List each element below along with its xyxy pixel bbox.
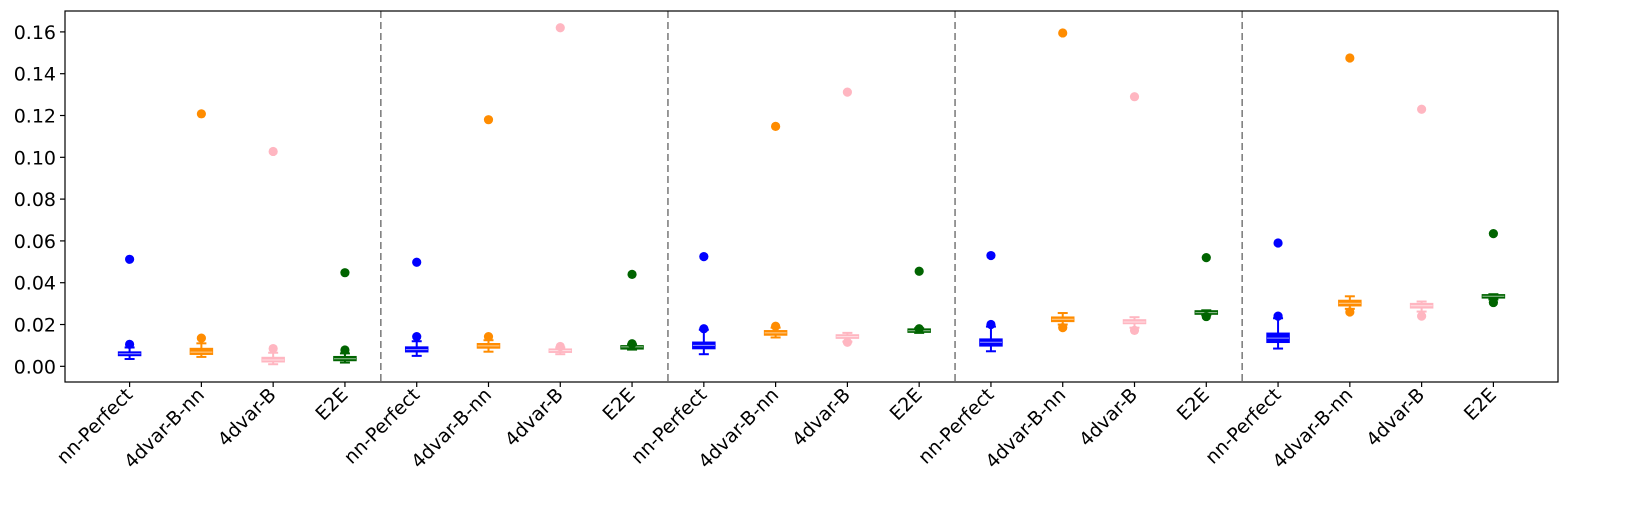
outlier-point bbox=[412, 257, 422, 267]
x-tick-label: 4dvar-B bbox=[214, 384, 281, 451]
outlier-point bbox=[699, 324, 709, 334]
outlier-point bbox=[555, 341, 565, 352]
x-tick-label: E2E bbox=[311, 384, 352, 425]
outlier-point bbox=[1129, 325, 1140, 335]
outlier-point bbox=[1417, 311, 1427, 321]
box-nn-perfect bbox=[692, 251, 716, 356]
x-tick-label: E2E bbox=[1460, 384, 1501, 425]
outlier-point bbox=[627, 339, 637, 349]
outlier-point bbox=[196, 333, 206, 343]
outlier-point bbox=[1129, 92, 1140, 102]
outlier-point bbox=[555, 23, 565, 33]
plot-frame bbox=[64, 10, 1559, 383]
box-nn-perfect bbox=[117, 254, 142, 361]
y-tick-label: 0.00 bbox=[14, 356, 56, 378]
outlier-point bbox=[842, 87, 852, 97]
y-tick-label: 0.12 bbox=[14, 106, 56, 128]
y-tick-label: 0.02 bbox=[14, 315, 56, 337]
x-tick-label: 4dvar-B bbox=[501, 384, 568, 451]
outlier-point bbox=[1058, 28, 1068, 38]
outlier-point bbox=[1417, 104, 1427, 114]
outlier-point bbox=[196, 109, 206, 119]
outlier-point bbox=[914, 266, 924, 276]
outlier-point bbox=[483, 115, 494, 125]
x-tick-label: E2E bbox=[1173, 384, 1214, 425]
box-e2e bbox=[1194, 253, 1219, 322]
outlier-point bbox=[627, 269, 637, 279]
outlier-point bbox=[842, 337, 852, 347]
outlier-point bbox=[986, 319, 996, 330]
box-4dvar-b bbox=[261, 146, 285, 366]
box-4dvar-b bbox=[1122, 92, 1147, 335]
box-body bbox=[189, 347, 214, 355]
x-tick-label: E2E bbox=[598, 384, 639, 425]
outlier-point bbox=[986, 250, 996, 261]
box-nn-perfect bbox=[404, 257, 429, 357]
y-axis-ticks: 0.00 0.02 0.04 0.06 0.08 0.10 0.12 0.14 0.16 bbox=[14, 22, 65, 378]
outlier-point bbox=[412, 332, 422, 342]
box-nn-perfect bbox=[1266, 238, 1290, 350]
outlier-point bbox=[1201, 311, 1211, 322]
outlier-point bbox=[125, 339, 135, 349]
y-tick-label: 0.16 bbox=[14, 22, 56, 44]
x-tick-label: 4dvar-B bbox=[1075, 384, 1142, 451]
outlier-point bbox=[914, 324, 924, 334]
y-tick-label: 0.04 bbox=[14, 273, 56, 295]
box-4dvar-b bbox=[548, 23, 573, 356]
box-nn-perfect bbox=[979, 250, 1003, 353]
box-4dvar-b-nn bbox=[476, 115, 501, 353]
box-4dvar-b-nn bbox=[1338, 53, 1362, 317]
outlier-point bbox=[771, 321, 781, 331]
box-e2e bbox=[333, 268, 357, 364]
y-tick-label: 0.08 bbox=[14, 189, 56, 211]
box-4dvar-b-nn bbox=[189, 109, 214, 358]
group-separators bbox=[380, 11, 1243, 382]
outlier-point bbox=[268, 343, 278, 354]
outlier-point bbox=[125, 254, 135, 264]
outlier-point bbox=[1345, 307, 1355, 317]
outlier-point bbox=[268, 146, 278, 157]
outlier-point bbox=[340, 345, 350, 355]
y-tick-label: 0.14 bbox=[14, 64, 56, 86]
x-tick-label: E2E bbox=[886, 384, 927, 425]
outlier-point bbox=[771, 121, 781, 131]
y-tick-label: 0.10 bbox=[14, 147, 56, 169]
outlier-point bbox=[1201, 253, 1211, 263]
box-e2e bbox=[907, 266, 931, 334]
y-tick-label: 0.06 bbox=[14, 231, 56, 253]
outlier-point bbox=[483, 332, 494, 342]
outlier-point bbox=[1488, 229, 1498, 239]
axes bbox=[64, 10, 1559, 383]
box-4dvar-b bbox=[1409, 104, 1434, 321]
box-4dvar-b-nn bbox=[1050, 28, 1075, 333]
box-e2e bbox=[620, 269, 644, 351]
outlier-point bbox=[1273, 311, 1283, 321]
outlier-point bbox=[340, 268, 350, 278]
x-tick-label: 4dvar-B bbox=[1362, 384, 1429, 451]
box-4dvar-b bbox=[835, 87, 860, 347]
outlier-point bbox=[1345, 53, 1355, 63]
outlier-point bbox=[699, 251, 709, 262]
outlier-point bbox=[1058, 323, 1068, 333]
outlier-point bbox=[1488, 297, 1498, 308]
box-series bbox=[117, 23, 1506, 366]
box-4dvar-b-nn bbox=[763, 121, 788, 339]
x-tick-label: 4dvar-B bbox=[788, 384, 855, 451]
box-e2e bbox=[1481, 229, 1506, 308]
outlier-point bbox=[1273, 238, 1283, 248]
